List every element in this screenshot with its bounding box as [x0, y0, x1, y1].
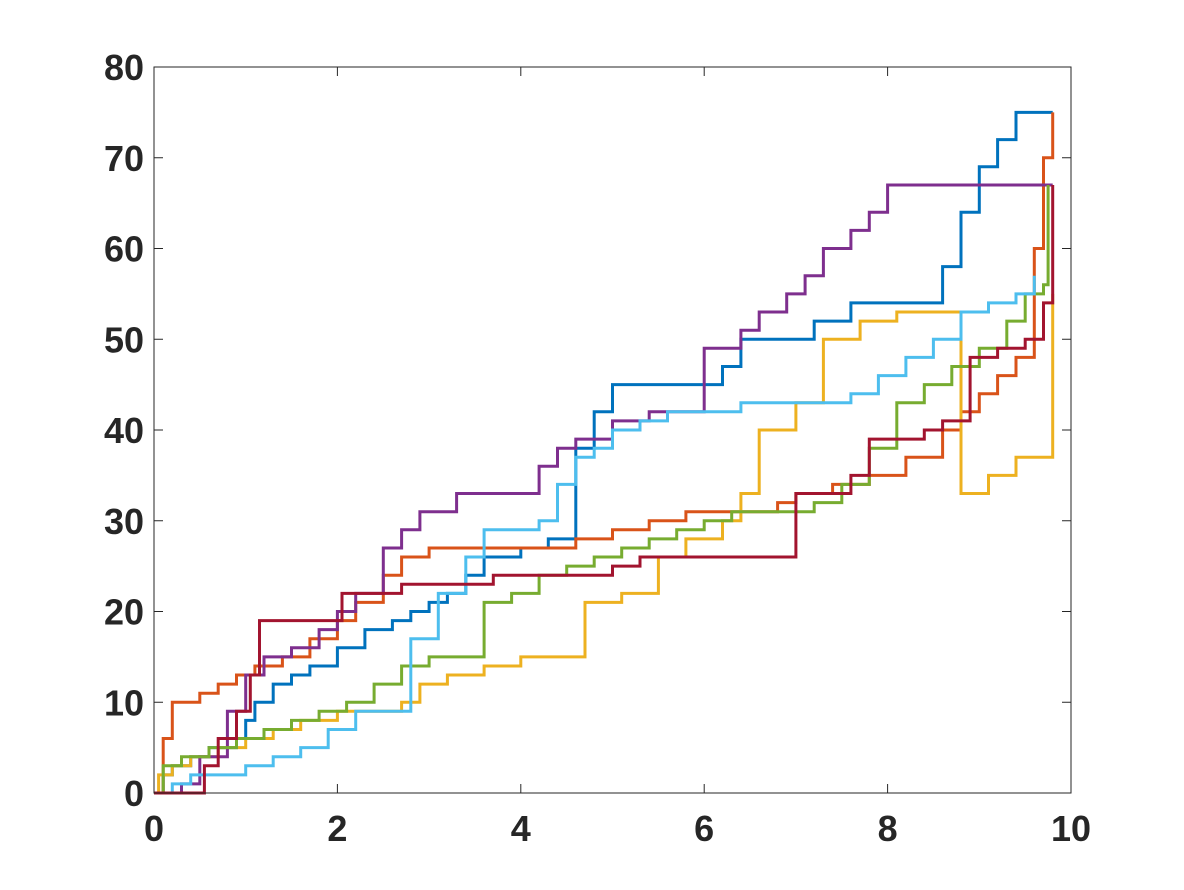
y-tick-label: 20: [104, 592, 144, 633]
tick-layer: 0 2 4 6 8 10 0 10 20 30 40 50 60 70 80: [104, 47, 1091, 849]
series-line-7: [154, 185, 1055, 795]
x-tick-label: 4: [511, 808, 531, 849]
x-tick-label: 8: [878, 808, 898, 849]
y-tick-label: 30: [104, 501, 144, 542]
x-tick-label: 6: [694, 808, 714, 849]
y-tick-label: 0: [124, 773, 144, 814]
y-tick-label: 50: [104, 319, 144, 360]
y-tick-label: 80: [104, 47, 144, 88]
series-line-2: [154, 112, 1055, 795]
series-line-5: [154, 185, 1050, 795]
series-line-3: [154, 293, 1055, 795]
y-tick-label: 40: [104, 410, 144, 451]
y-tick-label: 60: [104, 229, 144, 270]
series-line-1: [154, 110, 1053, 795]
y-tick-label: 70: [104, 138, 144, 179]
x-tick-label: 10: [1051, 808, 1091, 849]
x-tick-label: 0: [144, 808, 164, 849]
y-tick-label: 10: [104, 682, 144, 723]
series-line-6: [154, 275, 1036, 795]
series-line-4: [154, 183, 1053, 795]
x-tick-label: 2: [327, 808, 347, 849]
series-layer: [154, 110, 1055, 795]
